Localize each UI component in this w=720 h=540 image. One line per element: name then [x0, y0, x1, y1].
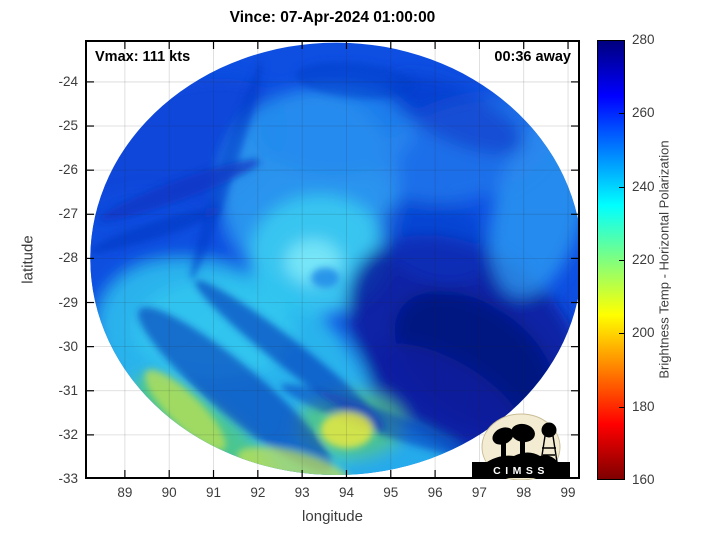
colorbar-tick-mark — [619, 333, 624, 335]
x-tick-label: 94 — [338, 485, 354, 500]
colorbar-tick-label: 160 — [632, 472, 655, 487]
colorbar-tick-mark — [619, 186, 624, 188]
swath-region-eye-swirl-notch — [311, 267, 340, 288]
swath-region-bottom-dark-streak — [280, 383, 470, 456]
colorbar — [597, 40, 625, 480]
y-tick-label: -24 — [58, 73, 78, 89]
cimss-logo: CIMSS — [472, 413, 570, 480]
y-tick-label: -25 — [58, 118, 78, 134]
y-tick-label: -32 — [58, 426, 78, 442]
swath-region-mid-right-dark-streak — [377, 196, 493, 283]
swath-region-lower-left-dark-band — [138, 307, 333, 473]
swath-region-top-right-dark-band — [386, 74, 524, 156]
y-tick-label: -31 — [58, 382, 78, 398]
x-tick-label: 98 — [516, 485, 532, 500]
swath-region-upper-mid-light — [254, 85, 416, 176]
y-tick-label: -30 — [58, 338, 78, 354]
satellite-swath-image — [85, 40, 580, 479]
grid-lines — [85, 40, 580, 479]
plot-title: Vince: 07-Apr-2024 01:00:00 — [229, 9, 436, 26]
swath-region-top-dark-streak — [295, 61, 415, 99]
dish-mast — [520, 439, 525, 457]
water-tower-legs — [540, 435, 558, 463]
time-away-annotation: 00:36 away — [494, 49, 571, 65]
x-tick-label: 93 — [294, 485, 310, 500]
colorbar-tick-label: 240 — [632, 178, 655, 194]
x-tick-label: 99 — [560, 485, 576, 500]
y-tick-label: -27 — [58, 206, 78, 222]
satellite-dish-icon — [511, 423, 535, 443]
plot-area: Vmax: 111 kts 00:36 away CIMSS — [85, 40, 580, 480]
x-tick-label: 96 — [427, 485, 443, 500]
y-axis-label: latitude — [19, 235, 37, 284]
colorbar-tick-mark — [619, 406, 624, 408]
x-tick-label: 89 — [117, 485, 133, 500]
dish-mast — [501, 441, 506, 457]
x-tick-label: 91 — [205, 485, 222, 500]
water-tower-icon — [541, 422, 557, 438]
x-tick-label: 95 — [383, 485, 399, 500]
swath-region-swath-seam — [190, 60, 264, 280]
x-tick-label: 97 — [471, 485, 487, 500]
colorbar-tick-label: 280 — [632, 32, 655, 47]
x-tick-label: 90 — [161, 485, 177, 500]
y-tick-label: -26 — [58, 162, 78, 178]
y-tick-labels: -24 -25 -26 -27 -28 -29 -30 -31 -32 -33 — [0, 40, 78, 486]
colorbar-tick-label: 260 — [632, 105, 655, 121]
cimss-logo-banner — [472, 462, 570, 478]
colorbar-tick-label: 200 — [632, 325, 655, 341]
x-tick-label: 92 — [250, 485, 266, 500]
swath-region-bottom-rim-yellow — [237, 446, 354, 476]
swath-region-left-streak-2 — [90, 207, 222, 254]
colorbar-tick-mark — [619, 113, 624, 115]
colorbar-tick-labels: 160 180 200 220 240 260 280 — [632, 32, 672, 487]
colorbar-tick-label: 180 — [632, 398, 655, 414]
satellite-dish-icon — [492, 427, 514, 445]
cimss-logo-art — [484, 422, 558, 468]
vmax-annotation: Vmax: 111 kts — [95, 49, 191, 65]
axes-frame — [85, 40, 580, 479]
swath-regions-fine — [90, 60, 470, 476]
swath-region-bottom-right-navy — [364, 343, 526, 457]
x-axis-label: longitude — [302, 508, 363, 525]
swath-region-seam-dark-band — [195, 280, 386, 430]
y-tick-label: -29 — [58, 294, 78, 310]
swath-region-warm-rim-yellowgreen — [144, 369, 226, 451]
y-tick-label: -28 — [58, 250, 78, 266]
x-tick-labels: 89 90 91 92 93 94 95 96 97 98 99 — [85, 485, 580, 505]
cimss-logo-text: CIMSS — [493, 465, 549, 477]
y-tick-label: -33 — [58, 471, 78, 486]
colorbar-tick-mark — [619, 260, 624, 261]
swath-region-bottom-center-yellow — [320, 411, 374, 449]
colorbar-label: Brightness Temp - Horizontal Polarizatio… — [656, 140, 672, 379]
colorbar-tick-label: 220 — [632, 252, 655, 267]
